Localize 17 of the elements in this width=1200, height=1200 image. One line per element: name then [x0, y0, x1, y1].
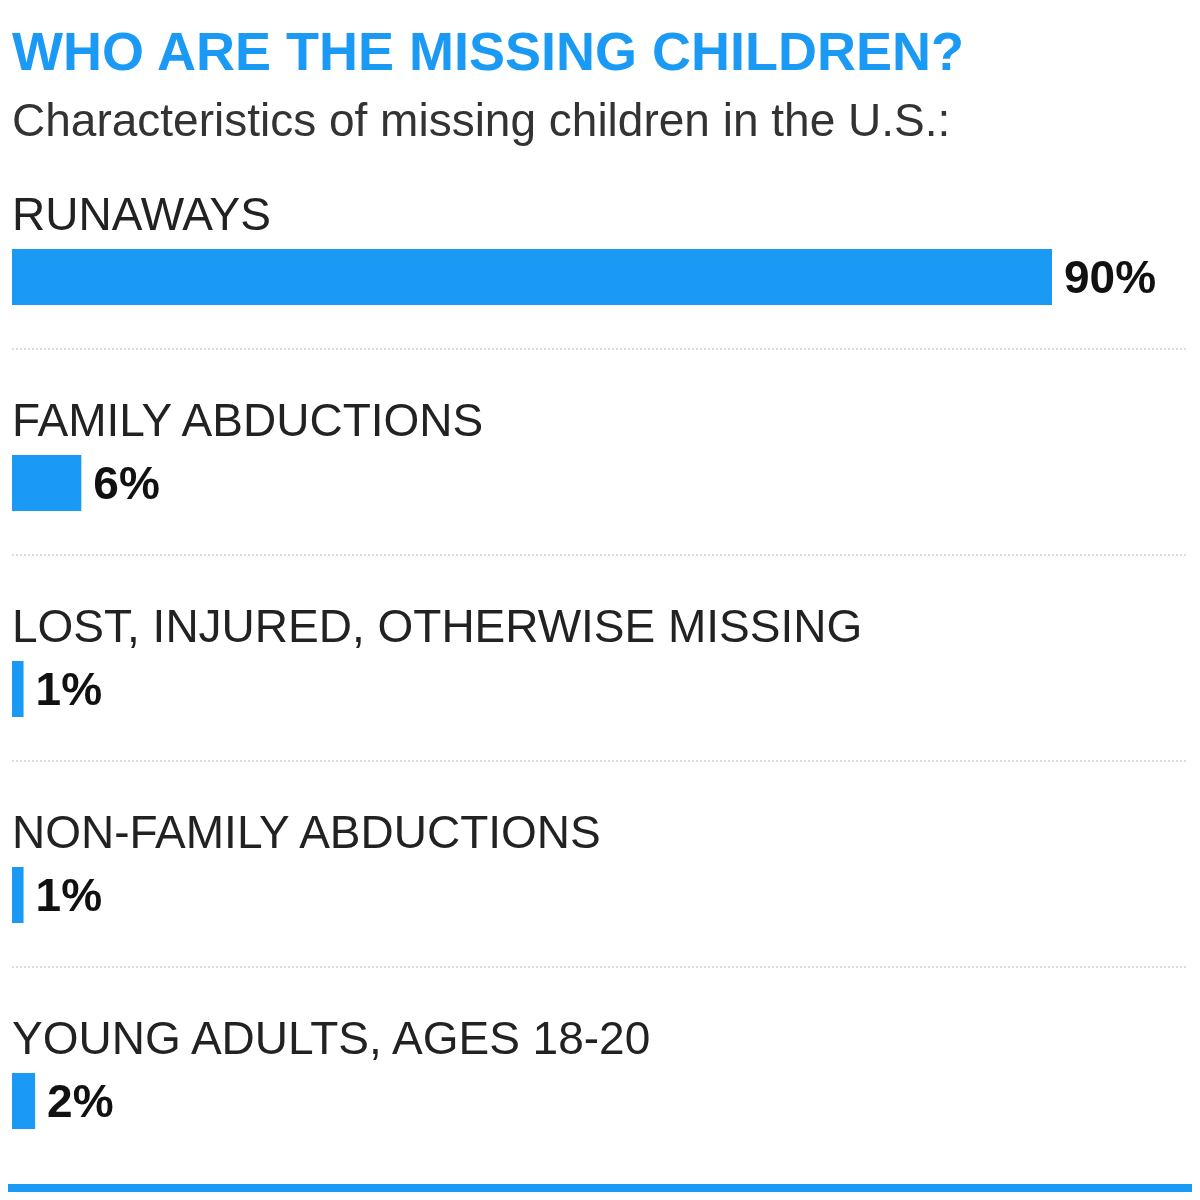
y-tick-label: RUNAWAYS: [12, 188, 271, 240]
chart-subtitle: Characteristics of missing children in the U.S.:: [12, 94, 951, 146]
bar: [12, 1073, 36, 1129]
bar: [12, 867, 24, 923]
data-label: 6%: [93, 457, 160, 509]
y-tick-label: FAMILY ABDUCTIONS: [12, 394, 484, 446]
chart-title: WHO ARE THE MISSING CHILDREN?: [12, 21, 964, 81]
data-label: 90%: [1064, 251, 1157, 303]
bar: [12, 249, 1052, 305]
y-tick-label: LOST, INJURED, OTHERWISE MISSING: [12, 600, 863, 652]
y-tick-label: NON-FAMILY ABDUCTIONS: [12, 806, 601, 858]
y-tick-label: YOUNG ADULTS, AGES 18-20: [12, 1012, 651, 1064]
data-label: 1%: [35, 663, 103, 715]
data-label: 2%: [47, 1075, 114, 1127]
bar: [12, 455, 82, 511]
data-label: 1%: [35, 869, 103, 921]
bar: [12, 661, 24, 717]
